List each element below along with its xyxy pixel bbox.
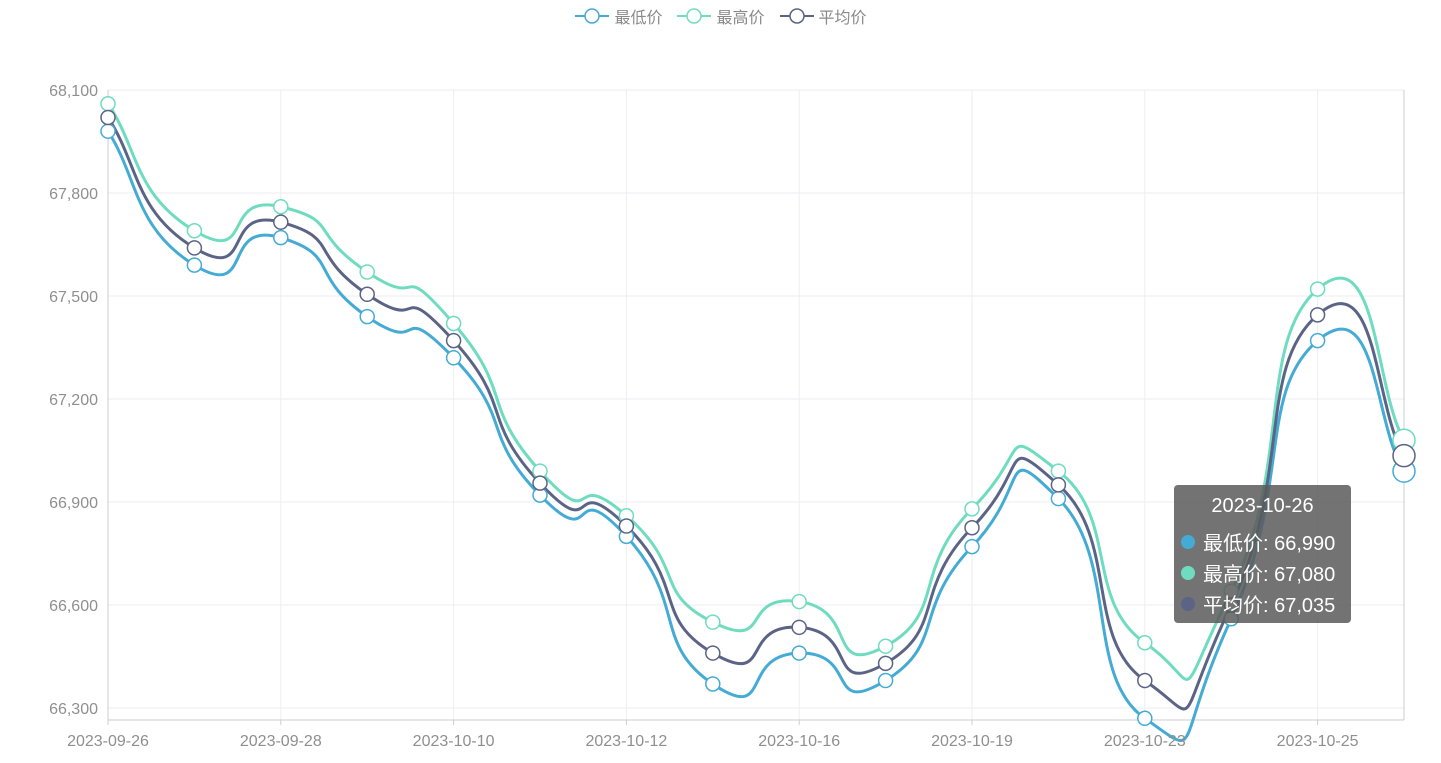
y-tick-label: 67,200 xyxy=(49,392,98,409)
legend-label: 最高价 xyxy=(716,10,765,27)
tooltip-label-avg: 平均价: 67,035 xyxy=(1203,595,1336,617)
tooltip-dot-avg xyxy=(1181,596,1195,611)
data-point xyxy=(100,109,116,126)
data-point xyxy=(705,645,721,661)
data-point xyxy=(186,223,203,239)
series-line-1 xyxy=(106,102,1406,681)
data-point xyxy=(1137,635,1153,651)
data-point xyxy=(618,518,635,534)
data-point xyxy=(273,198,289,215)
tooltip-label-max: 最高价: 67,080 xyxy=(1203,564,1336,586)
data-point xyxy=(273,229,289,246)
data-points xyxy=(100,95,1416,727)
legend-marker-icon xyxy=(575,8,610,24)
x-tick-label: 2023-10-25 xyxy=(1277,733,1359,750)
data-point xyxy=(100,95,116,112)
tooltip-row-max: 最高价: 67,080 xyxy=(1181,557,1351,588)
data-point xyxy=(877,638,894,654)
data-point xyxy=(964,520,980,536)
tooltip-dot-min xyxy=(1181,534,1195,549)
data-point xyxy=(1050,477,1067,493)
grid-lines xyxy=(107,89,1404,721)
axes xyxy=(107,90,1405,726)
y-tick-label: 66,900 xyxy=(49,495,98,512)
y-tick-label: 68,100 xyxy=(49,83,98,100)
legend-label: 平均价 xyxy=(818,10,867,27)
data-point xyxy=(186,240,203,256)
tick-labels: 66,300 66,600 66,900 67,200 67,500 67,800 68,1… xyxy=(49,83,1359,750)
x-tick-label: 2023-09-28 xyxy=(240,733,322,750)
data-point xyxy=(791,619,807,636)
data-point xyxy=(359,264,375,280)
data-point xyxy=(1309,332,1326,349)
data-point xyxy=(705,676,721,692)
legend-marker-icon xyxy=(779,8,814,24)
tooltip-row-min: 最低价: 66,990 xyxy=(1181,526,1351,557)
y-tick-label: 67,800 xyxy=(49,186,98,203)
data-point xyxy=(964,501,980,517)
tooltip-dot-max xyxy=(1181,565,1195,580)
x-tick-label: 2023-10-19 xyxy=(931,733,1013,750)
tooltip: 2023-10-26 最低价: 66,990 最高价: 67,080 平均价: … xyxy=(1174,485,1351,623)
data-point xyxy=(705,614,721,630)
data-point xyxy=(1137,710,1153,727)
x-tick-label: 2023-10-10 xyxy=(413,733,495,750)
x-tick-label: 2023-10-16 xyxy=(758,733,840,750)
data-point xyxy=(532,475,548,491)
x-tick-label: 2023-09-26 xyxy=(67,733,149,750)
legend-label: 最低价 xyxy=(614,10,663,27)
data-point xyxy=(877,655,894,672)
data-point xyxy=(445,332,462,349)
data-point xyxy=(1309,307,1326,323)
y-tick-label: 67,500 xyxy=(49,289,98,306)
data-point xyxy=(186,257,203,273)
series-lines xyxy=(106,102,1406,742)
x-tick-label: 2023-10-12 xyxy=(585,733,667,750)
tooltip-label-min: 最低价: 66,990 xyxy=(1203,533,1336,555)
data-point xyxy=(1392,443,1416,468)
data-point xyxy=(1137,672,1153,689)
data-point xyxy=(445,315,462,332)
data-point xyxy=(1050,490,1067,507)
y-tick-label: 66,300 xyxy=(49,701,98,718)
data-point xyxy=(359,286,375,303)
series-line-2 xyxy=(106,116,1406,711)
data-point xyxy=(1309,281,1326,297)
data-point xyxy=(791,593,807,610)
data-point xyxy=(964,538,980,555)
legend-marker-icon xyxy=(677,8,712,24)
x-tick-label: 2023-10-23 xyxy=(1104,733,1186,750)
data-point xyxy=(877,672,894,689)
chart-legend: 最低价 最高价 平均价 xyxy=(0,4,1441,28)
data-point xyxy=(359,308,375,325)
data-point xyxy=(273,214,289,230)
tooltip-title: 2023-10-26 xyxy=(1211,495,1314,517)
legend-item[interactable]: 平均价 xyxy=(779,4,867,28)
series-line-0 xyxy=(106,130,1406,742)
data-point xyxy=(1050,463,1067,479)
legend-item[interactable]: 最低价 xyxy=(574,4,662,28)
data-point xyxy=(445,350,462,366)
y-tick-label: 66,600 xyxy=(49,598,98,615)
data-point xyxy=(100,123,116,139)
data-point xyxy=(791,645,807,661)
legend-item[interactable]: 最高价 xyxy=(676,4,765,28)
tooltip-row-avg: 平均价: 67,035 xyxy=(1181,588,1351,619)
